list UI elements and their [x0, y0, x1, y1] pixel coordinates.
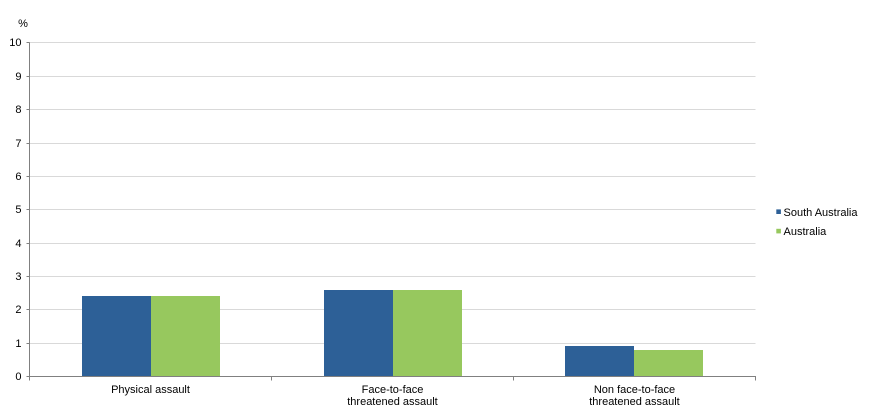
svg-text:3: 3	[15, 271, 21, 283]
svg-text:threatened assault: threatened assault	[589, 396, 680, 408]
svg-text:10: 10	[9, 37, 21, 49]
svg-text:0: 0	[15, 371, 21, 383]
svg-text:7: 7	[15, 138, 21, 150]
svg-text:threatened assault: threatened assault	[347, 396, 438, 408]
svg-text:%: %	[18, 18, 28, 30]
svg-text:6: 6	[15, 171, 21, 183]
svg-text:Non face-to-face: Non face-to-face	[594, 384, 675, 396]
svg-text:South Australia: South Australia	[784, 207, 859, 219]
svg-text:8: 8	[15, 104, 21, 116]
svg-text:4: 4	[15, 238, 21, 250]
svg-text:Australia: Australia	[784, 226, 828, 238]
svg-text:1: 1	[15, 338, 21, 350]
svg-text:5: 5	[15, 204, 21, 216]
svg-text:Physical assault: Physical assault	[111, 384, 190, 396]
svg-text:2: 2	[15, 304, 21, 316]
svg-text:Face-to-face: Face-to-face	[362, 384, 424, 396]
svg-text:9: 9	[15, 71, 21, 83]
